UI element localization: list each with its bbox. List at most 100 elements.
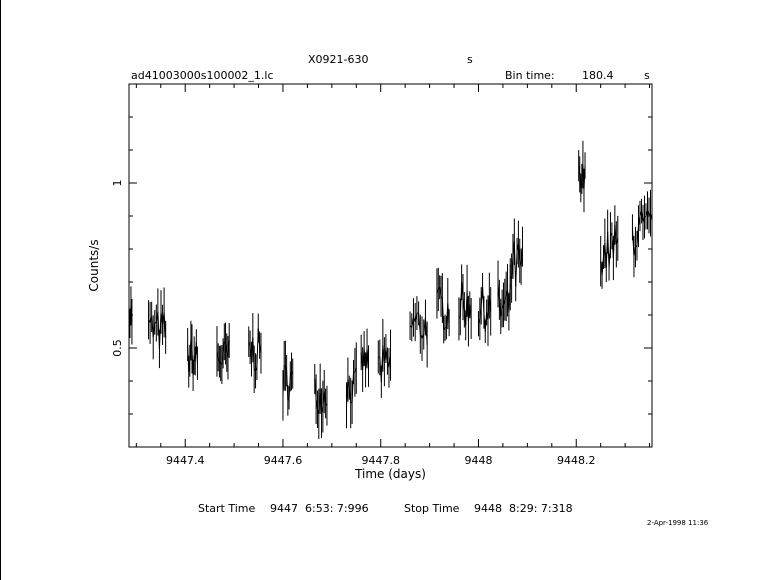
data-connector <box>612 224 616 258</box>
data-connector <box>484 312 488 332</box>
object-name: X0921-630 <box>308 53 369 66</box>
axis-labels: 9447.4 9447.6 9447.8 9448 9448.2 0.5 1 Time (da… <box>87 180 595 482</box>
data-connector <box>637 215 641 227</box>
data-connector <box>130 305 133 322</box>
data-connector <box>383 348 387 362</box>
bin-time-value: 180.4 <box>582 69 614 82</box>
date-stamp: 2-Apr-1998 11:36 <box>647 519 709 527</box>
x-tick-label: 9447.6 <box>264 454 303 467</box>
data-connector <box>382 345 385 362</box>
data-connector <box>647 210 650 216</box>
data-connector <box>583 165 586 191</box>
data-connector <box>443 327 446 331</box>
data-connector <box>257 328 261 346</box>
data-connector <box>152 322 156 338</box>
data-connector <box>188 360 191 372</box>
stop-time-value: 9448 8:29: 7:318 <box>474 502 573 515</box>
data-connector <box>498 299 502 317</box>
data-connector <box>325 403 328 406</box>
data-connector <box>645 210 648 217</box>
start-time-label: Start Time <box>198 502 256 515</box>
x-axis-title: Time (days) <box>354 467 426 481</box>
data-connector <box>221 353 224 365</box>
data-connector <box>315 399 318 410</box>
data-connector <box>440 295 443 299</box>
data-connector <box>479 305 482 319</box>
data-connector <box>284 365 288 371</box>
data-connector <box>322 391 325 407</box>
data-connector <box>462 297 465 310</box>
data-connector <box>314 379 317 400</box>
data-connector <box>248 341 251 348</box>
stop-time-label: Stop Time <box>404 502 460 515</box>
data-connector <box>419 334 423 339</box>
data-connector <box>633 246 636 257</box>
data-connector <box>478 318 481 324</box>
data-connector <box>225 343 228 353</box>
data-connector <box>286 370 289 401</box>
data-connector <box>609 232 613 236</box>
data-connector <box>255 367 258 371</box>
data-connector <box>190 340 193 349</box>
data-connector <box>459 282 463 317</box>
data-connector <box>189 340 192 361</box>
window-edge <box>0 0 1 580</box>
data-connector <box>513 241 517 287</box>
data-connector <box>288 376 291 398</box>
bin-time-label: Bin time: <box>505 69 555 82</box>
data-connector <box>504 296 507 300</box>
data-connector <box>520 246 523 267</box>
x-tick-label: 9447.4 <box>166 454 205 467</box>
data-connector <box>631 227 635 257</box>
data-connector <box>346 379 349 406</box>
data-connector <box>601 257 604 276</box>
data-connector <box>380 345 384 382</box>
y-axis-title: Counts/s <box>87 239 101 291</box>
data-connector <box>447 303 450 323</box>
data-connector <box>347 379 350 388</box>
data-connector <box>259 345 262 354</box>
start-time-value: 9447 6:53: 7:996 <box>270 502 369 515</box>
data-connector <box>445 303 449 328</box>
data-connector <box>607 231 610 268</box>
data-connector <box>614 224 617 245</box>
filename-label: ad41003000s100002_1.lc <box>131 69 274 82</box>
data-connector <box>511 256 514 279</box>
data-points <box>128 140 653 439</box>
data-connector <box>351 372 354 403</box>
data-connector <box>151 316 154 338</box>
data-connector <box>348 387 352 404</box>
data-connector <box>160 311 164 325</box>
data-connector <box>578 165 581 175</box>
data-connector <box>636 226 639 246</box>
data-connector <box>517 244 521 261</box>
data-connector <box>640 211 644 223</box>
data-connector <box>291 371 294 374</box>
data-connector <box>192 355 195 376</box>
data-connector <box>418 313 421 335</box>
data-connector <box>217 357 220 362</box>
x-tick-label: 9448.2 <box>557 454 596 467</box>
data-connector <box>500 308 503 317</box>
data-connector <box>158 311 162 349</box>
data-connector <box>385 348 388 362</box>
data-connector <box>223 341 226 344</box>
data-connector <box>461 282 464 298</box>
data-connector <box>323 391 327 404</box>
data-connector <box>287 397 290 401</box>
data-connector <box>282 365 285 396</box>
data-connector <box>469 304 472 319</box>
data-connector <box>366 348 370 367</box>
data-connector <box>388 355 391 368</box>
data-connector <box>502 299 506 305</box>
data-connector <box>436 289 439 294</box>
y-tick-label: 1 <box>111 180 124 187</box>
axis-ticks <box>129 83 652 447</box>
data-connector <box>421 334 425 339</box>
data-connector <box>615 238 619 245</box>
object-unit: s <box>467 53 473 66</box>
x-tick-label: 9447.8 <box>361 454 400 467</box>
data-connector <box>488 295 492 312</box>
bin-time-unit: s <box>644 69 650 82</box>
data-connector <box>424 317 428 345</box>
